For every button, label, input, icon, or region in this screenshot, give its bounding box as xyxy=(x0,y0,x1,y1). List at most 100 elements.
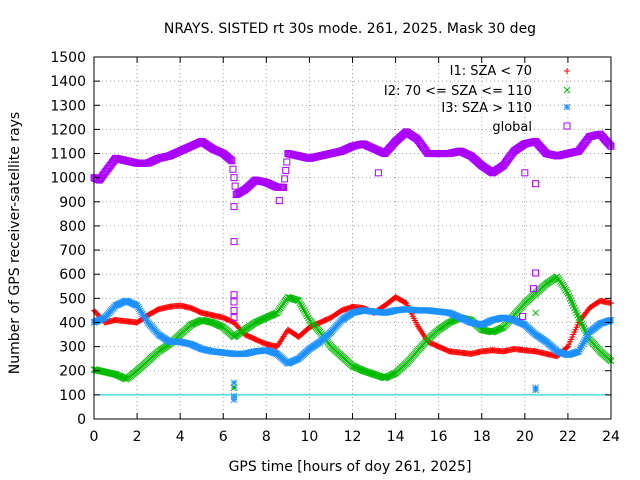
ticks xyxy=(93,56,612,420)
data-point xyxy=(230,396,238,404)
y-tick-label: 100 xyxy=(59,388,86,404)
y-tick-label: 200 xyxy=(59,364,86,380)
x-tick-label: 10 xyxy=(301,429,319,445)
data-point xyxy=(582,334,590,342)
y-tick-label: 1500 xyxy=(50,50,86,66)
x-tick-label: 14 xyxy=(387,429,405,445)
data-point xyxy=(283,158,291,166)
data-point xyxy=(230,384,238,391)
data-point xyxy=(521,169,529,177)
x-tick-label: 18 xyxy=(473,429,491,445)
data-point xyxy=(532,309,539,317)
legend-label-i3: I3: SZA > 110 xyxy=(441,101,532,116)
data-point xyxy=(583,332,591,340)
x-tick-label: 22 xyxy=(559,429,577,445)
data-point xyxy=(581,336,589,344)
data-point xyxy=(229,165,237,173)
outlier-points xyxy=(230,169,540,404)
data-point xyxy=(577,318,585,326)
data-point xyxy=(563,86,571,94)
x-tick-label: 2 xyxy=(133,429,142,445)
series-layer xyxy=(90,128,615,404)
series-3 xyxy=(90,128,615,199)
data-point xyxy=(302,310,310,318)
data-point xyxy=(576,316,584,324)
data-point xyxy=(519,312,527,320)
data-point xyxy=(606,141,614,149)
data-point xyxy=(282,166,290,174)
data-point xyxy=(275,197,283,205)
data-point xyxy=(281,175,289,183)
y-tick-label: 1100 xyxy=(50,147,86,163)
data-point xyxy=(300,307,308,314)
data-point xyxy=(578,342,586,349)
data-point xyxy=(230,314,238,322)
data-point xyxy=(575,314,583,321)
legend-marker-0 xyxy=(564,68,570,74)
data-point xyxy=(605,140,613,148)
data-point xyxy=(230,174,238,182)
data-point xyxy=(532,180,540,188)
y-tick-label: 700 xyxy=(59,243,86,259)
y-tick-label: 500 xyxy=(59,291,86,307)
x-tick-label: 4 xyxy=(176,429,185,445)
legend-label-global: global xyxy=(492,120,532,135)
y-tick-label: 300 xyxy=(59,340,86,356)
x-axis-label: GPS time [hours of doy 261, 2025] xyxy=(229,459,472,475)
data-point xyxy=(579,340,587,348)
data-point xyxy=(580,325,588,332)
y-tick-label: 1400 xyxy=(50,74,86,90)
x-tick-label: 24 xyxy=(602,429,620,445)
legend-marker-1 xyxy=(563,86,571,94)
y-tick-label: 0 xyxy=(77,412,86,428)
data-point xyxy=(575,348,583,355)
data-point xyxy=(227,156,235,164)
data-point xyxy=(577,344,585,351)
x-tick-label: 16 xyxy=(430,429,448,445)
data-point xyxy=(298,303,306,310)
data-point xyxy=(230,298,238,306)
y-tick-label: 1200 xyxy=(50,122,86,138)
legend-label-i1: I1: SZA < 70 xyxy=(450,64,532,79)
data-point xyxy=(280,183,288,191)
x-tick-label: 0 xyxy=(90,429,99,445)
legend-marker-3 xyxy=(563,122,571,130)
data-point xyxy=(529,285,537,293)
chart-title: NRAYS. SISTED rt 30s mode. 261, 2025. Ma… xyxy=(164,21,536,37)
x-tick-label: 12 xyxy=(344,429,362,445)
data-point xyxy=(301,308,309,316)
y-tick-label: 900 xyxy=(59,195,86,211)
legend-label-i2: I2: 70 <= SZA <= 110 xyxy=(384,84,532,99)
y-tick-label: 400 xyxy=(59,315,86,331)
data-point xyxy=(230,306,238,314)
data-point xyxy=(580,338,588,346)
data-point xyxy=(563,103,571,111)
data-point xyxy=(297,301,305,308)
data-point xyxy=(303,312,311,320)
data-point xyxy=(374,169,382,177)
data-point xyxy=(564,68,570,74)
data-point xyxy=(532,269,540,277)
grid xyxy=(94,57,611,419)
data-point xyxy=(231,182,239,190)
y-tick-label: 800 xyxy=(59,219,86,235)
data-point xyxy=(230,392,238,400)
data-point xyxy=(532,386,539,394)
data-point xyxy=(230,333,238,341)
data-point xyxy=(563,122,571,130)
y-tick-label: 600 xyxy=(59,267,86,283)
data-point xyxy=(563,344,570,351)
data-point xyxy=(230,238,238,246)
data-point xyxy=(226,155,234,163)
data-point xyxy=(230,203,238,211)
tick-labels: 0100200300400500600700800900100011001200… xyxy=(50,50,620,445)
y-tick-label: 1000 xyxy=(50,171,86,187)
data-point xyxy=(230,379,238,387)
data-point xyxy=(578,320,586,328)
x-tick-label: 20 xyxy=(516,429,534,445)
legend: I1: SZA < 70 I2: 70 <= SZA <= 110 I3: SZ… xyxy=(384,64,571,135)
data-point xyxy=(579,322,587,330)
x-tick-label: 8 xyxy=(262,429,271,445)
data-point xyxy=(296,299,304,307)
